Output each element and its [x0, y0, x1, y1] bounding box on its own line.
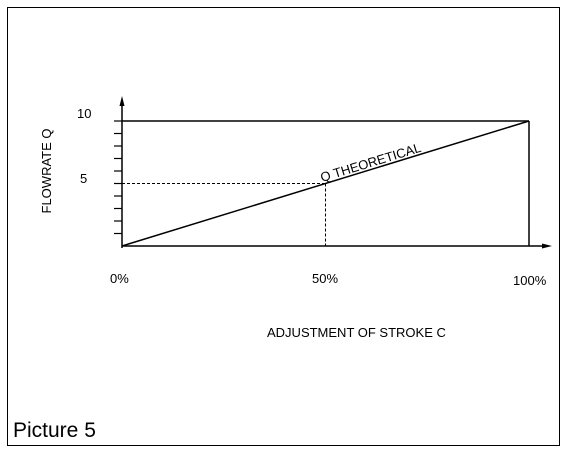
- x-tick-label-100: 100%: [513, 273, 547, 288]
- y-axis-arrow: [119, 96, 125, 106]
- x-axis-arrow: [542, 243, 552, 249]
- y-tick-label-5: 5: [80, 171, 87, 186]
- y-tick-label-10: 10: [77, 106, 91, 121]
- figure-caption: Picture 5: [13, 419, 96, 442]
- x-tick-label-0: 0%: [110, 271, 129, 286]
- x-axis-label: ADJUSTMENT OF STROKE C: [267, 325, 446, 340]
- series-label-q-theoretical: Q THEORETICAL: [318, 140, 422, 185]
- x-tick-label-50: 50%: [312, 271, 338, 286]
- y-axis-ticks: [114, 120, 122, 235]
- figure-frame: [7, 7, 560, 446]
- y-axis-label: FLOWRATE Q: [39, 129, 54, 214]
